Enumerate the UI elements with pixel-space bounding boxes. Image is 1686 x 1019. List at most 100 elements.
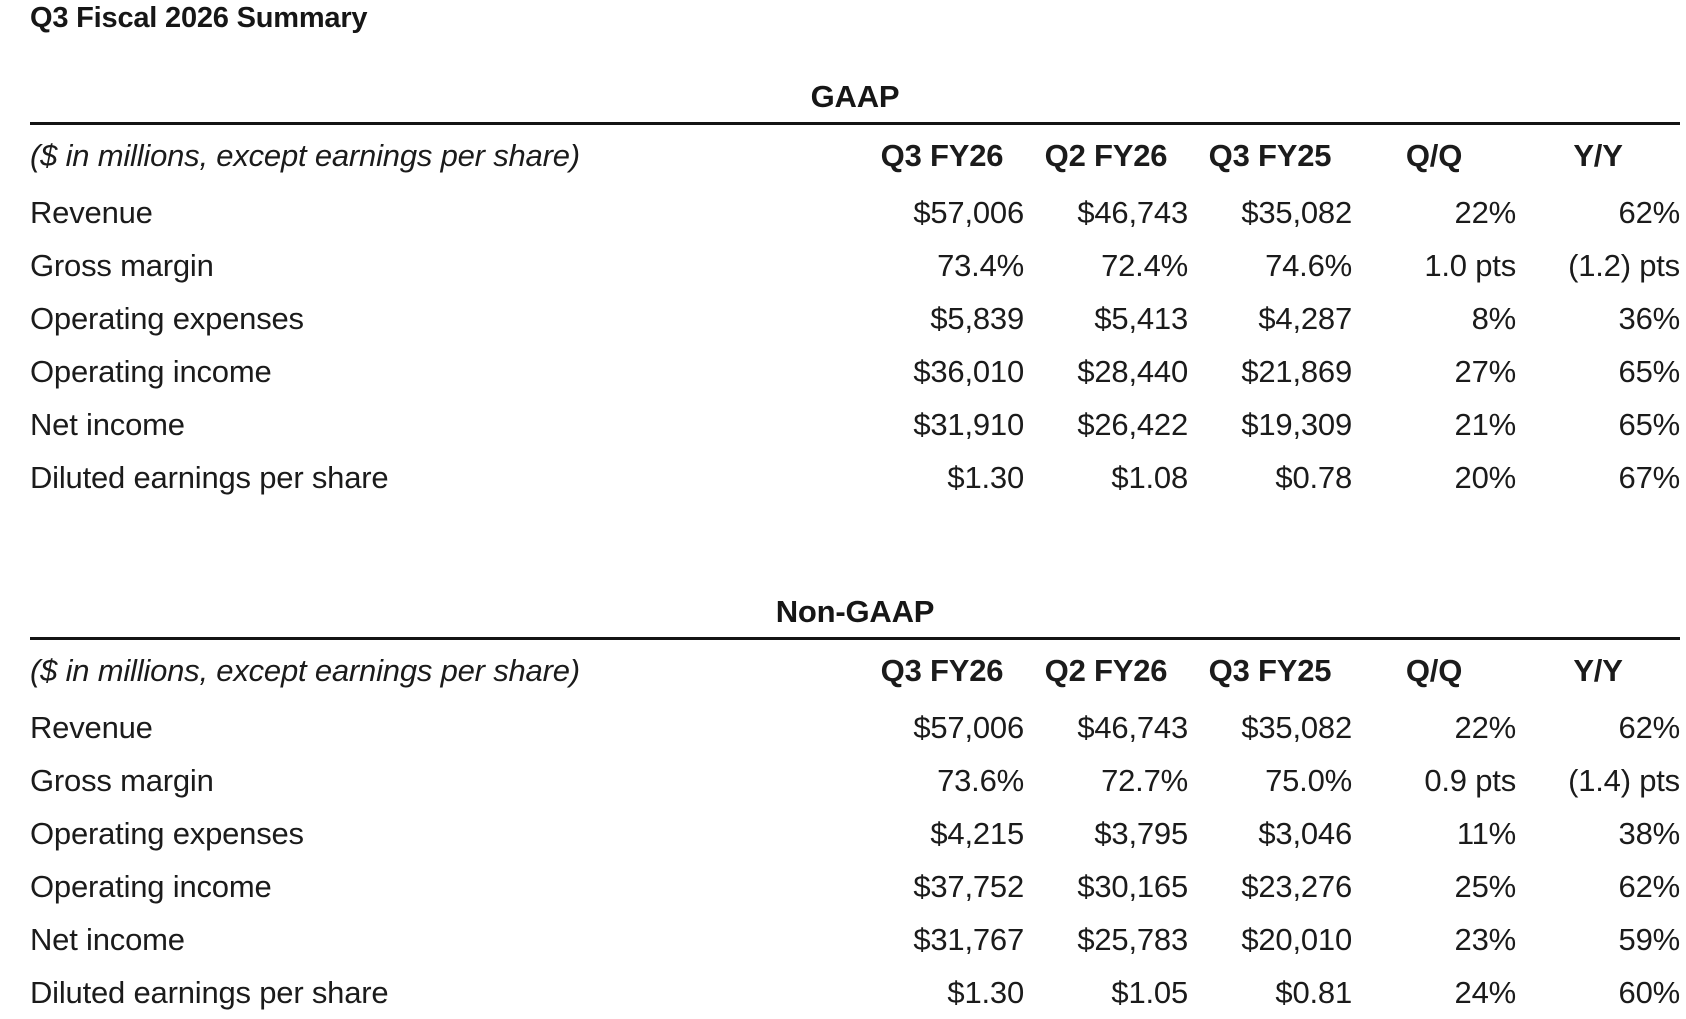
- cell-qq: 27%: [1454, 354, 1517, 390]
- column-header-q2fy26: Q2 FY26: [1044, 138, 1168, 174]
- cell-q3fy26: $31,910: [913, 407, 1024, 443]
- row-label: Diluted earnings per share: [30, 974, 389, 1010]
- non-gaap-section: Non-GAAP ($ in millions, except earnings…: [30, 594, 1680, 1019]
- cell-qq: 11%: [1456, 815, 1516, 851]
- cell-q2fy26: $30,165: [1077, 868, 1188, 904]
- cell-qq: 25%: [1454, 868, 1517, 904]
- table-row: Net income $31,767 $25,783 $20,010 23% 5…: [30, 913, 1680, 966]
- column-header-yy: Y/Y: [1573, 138, 1623, 174]
- cell-q2fy26: $1.05: [1111, 974, 1188, 1010]
- table-row: Operating expenses $4,215 $3,795 $3,046 …: [30, 807, 1680, 860]
- cell-yy: 62%: [1618, 709, 1681, 745]
- cell-qq: 22%: [1454, 709, 1517, 745]
- cell-qq: 23%: [1454, 921, 1517, 957]
- cell-q2fy26: $46,743: [1077, 195, 1188, 231]
- cell-qq: 0.9 pts: [1424, 762, 1516, 798]
- table-row: Operating income $36,010 $28,440 $21,869…: [30, 346, 1680, 399]
- cell-q3fy25: $0.81: [1275, 974, 1352, 1010]
- cell-q3fy26: $31,767: [913, 921, 1024, 957]
- cell-q2fy26: 72.7%: [1101, 762, 1188, 798]
- column-header-q3fy25: Q3 FY25: [1208, 652, 1332, 688]
- cell-yy: (1.4) pts: [1568, 762, 1680, 798]
- cell-q3fy26: $57,006: [913, 195, 1024, 231]
- cell-q3fy25: $3,046: [1258, 815, 1352, 851]
- cell-qq: 1.0 pts: [1424, 248, 1516, 284]
- table-row: Diluted earnings per share $1.30 $1.08 $…: [30, 452, 1680, 505]
- table-row: Gross margin 73.4% 72.4% 74.6% 1.0 pts (…: [30, 240, 1680, 293]
- cell-qq: 24%: [1454, 974, 1517, 1010]
- cell-qq: 20%: [1454, 460, 1517, 496]
- non-gaap-table: ($ in millions, except earnings per shar…: [30, 636, 1680, 1019]
- cell-q3fy25: $0.78: [1275, 460, 1352, 496]
- row-label: Net income: [30, 407, 185, 443]
- cell-q3fy25: $35,082: [1241, 195, 1352, 231]
- cell-qq: 21%: [1454, 407, 1517, 443]
- units-note: ($ in millions, except earnings per shar…: [30, 652, 580, 688]
- table-row: Diluted earnings per share $1.30 $1.05 $…: [30, 966, 1680, 1019]
- units-note: ($ in millions, except earnings per shar…: [30, 138, 580, 174]
- cell-q2fy26: $28,440: [1077, 354, 1188, 390]
- cell-q2fy26: $26,422: [1077, 407, 1188, 443]
- page-title: Q3 Fiscal 2026 Summary: [30, 2, 368, 34]
- cell-q3fy26: $1.30: [947, 974, 1024, 1010]
- gaap-section-title: GAAP: [810, 79, 900, 115]
- cell-q3fy25: 75.0%: [1265, 762, 1352, 798]
- non-gaap-section-title: Non-GAAP: [775, 593, 935, 629]
- cell-q3fy26: 73.6%: [937, 762, 1024, 798]
- row-label: Operating expenses: [30, 815, 304, 851]
- table-row: Revenue $57,006 $46,743 $35,082 22% 62%: [30, 701, 1680, 754]
- column-header-yy: Y/Y: [1573, 652, 1623, 688]
- table-row: Net income $31,910 $26,422 $19,309 21% 6…: [30, 399, 1680, 452]
- row-label: Net income: [30, 921, 185, 957]
- cell-yy: 59%: [1618, 921, 1681, 957]
- row-label: Operating expenses: [30, 301, 304, 337]
- cell-q3fy26: $4,215: [930, 815, 1024, 851]
- cell-yy: 62%: [1618, 868, 1681, 904]
- row-label: Revenue: [30, 195, 153, 231]
- row-label: Diluted earnings per share: [30, 460, 389, 496]
- cell-yy: 38%: [1618, 815, 1681, 851]
- cell-q3fy25: $4,287: [1258, 301, 1352, 337]
- column-header-q2fy26: Q2 FY26: [1044, 652, 1168, 688]
- column-header-q3fy26: Q3 FY26: [880, 652, 1004, 688]
- cell-q3fy25: $19,309: [1241, 407, 1352, 443]
- cell-q3fy26: 73.4%: [937, 248, 1024, 284]
- column-header-q3fy26: Q3 FY26: [880, 138, 1004, 174]
- column-header-qq: Q/Q: [1405, 138, 1463, 174]
- table-row: Operating expenses $5,839 $5,413 $4,287 …: [30, 293, 1680, 346]
- cell-q3fy26: $37,752: [913, 868, 1024, 904]
- cell-q2fy26: $25,783: [1077, 921, 1188, 957]
- cell-q3fy26: $5,839: [930, 301, 1024, 337]
- cell-q2fy26: $5,413: [1094, 301, 1188, 337]
- cell-q3fy25: $20,010: [1241, 921, 1352, 957]
- cell-yy: 62%: [1618, 195, 1681, 231]
- row-label: Operating income: [30, 354, 272, 390]
- gaap-header-row: ($ in millions, except earnings per shar…: [30, 124, 1680, 187]
- cell-yy: 65%: [1618, 407, 1681, 443]
- cell-q3fy25: 74.6%: [1265, 248, 1352, 284]
- gaap-table: ($ in millions, except earnings per shar…: [30, 122, 1680, 505]
- row-label: Revenue: [30, 709, 153, 745]
- cell-qq: 22%: [1454, 195, 1517, 231]
- cell-qq: 8%: [1471, 301, 1517, 337]
- row-label: Gross margin: [30, 248, 214, 284]
- column-header-qq: Q/Q: [1405, 652, 1463, 688]
- cell-q3fy26: $36,010: [913, 354, 1024, 390]
- row-label: Operating income: [30, 868, 272, 904]
- cell-yy: (1.2) pts: [1568, 248, 1680, 284]
- table-row: Revenue $57,006 $46,743 $35,082 22% 62%: [30, 187, 1680, 240]
- cell-q3fy25: $21,869: [1241, 354, 1352, 390]
- table-row: Operating income $37,752 $30,165 $23,276…: [30, 860, 1680, 913]
- cell-q3fy25: $23,276: [1241, 868, 1352, 904]
- cell-yy: 65%: [1618, 354, 1681, 390]
- cell-q3fy25: $35,082: [1241, 709, 1352, 745]
- cell-q2fy26: $1.08: [1111, 460, 1188, 496]
- cell-q3fy26: $1.30: [947, 460, 1024, 496]
- gaap-section: GAAP ($ in millions, except earnings per…: [30, 79, 1680, 505]
- cell-q3fy26: $57,006: [913, 709, 1024, 745]
- cell-yy: 60%: [1618, 974, 1681, 1010]
- cell-yy: 67%: [1618, 460, 1681, 496]
- cell-q2fy26: 72.4%: [1101, 248, 1188, 284]
- column-header-q3fy25: Q3 FY25: [1208, 138, 1332, 174]
- cell-yy: 36%: [1618, 301, 1681, 337]
